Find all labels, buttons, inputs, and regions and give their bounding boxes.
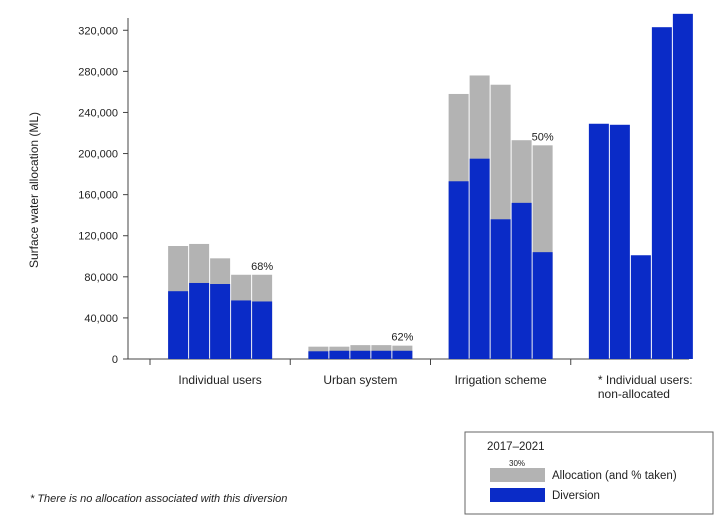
y-tick-label: 0 (112, 354, 118, 366)
category-label: Irrigation scheme (455, 373, 547, 387)
diversion-bar (588, 123, 609, 359)
diversion-bar (231, 300, 252, 359)
diversion-bar (532, 252, 553, 359)
percent-taken-label: 50% (532, 131, 554, 143)
y-axis: 0 40,000 80,000 120,000 160,000 200,000 240,00… (78, 18, 129, 366)
diversion-bar (210, 284, 231, 359)
legend-allocation-swatch (490, 468, 545, 482)
diversion-bar (490, 219, 511, 359)
diversion-bar (448, 181, 469, 359)
legend-diversion-swatch (490, 488, 545, 502)
x-axis: Individual users Urban system Irrigation s… (128, 358, 693, 401)
y-tick-label: 80,000 (84, 272, 118, 284)
percent-taken-label: 62% (391, 332, 413, 344)
diversion-bar (189, 282, 210, 359)
diversion-bar (651, 27, 672, 359)
percent-labels: 68% 62% 50% (251, 131, 554, 343)
y-tick-label: 280,000 (78, 66, 118, 78)
diversion-bar (511, 202, 532, 359)
category-label: non-allocated (598, 387, 670, 401)
diversion-bar (168, 291, 189, 359)
diversion-bar (672, 13, 693, 359)
diversion-bar (630, 255, 651, 359)
diversion-bar (252, 301, 273, 359)
category-label: * Individual users: (598, 373, 693, 387)
legend: 2017–2021 30% Allocation (and % taken) D… (464, 431, 714, 515)
diversion-bar (308, 351, 329, 359)
legend-title: 2017–2021 (487, 441, 545, 453)
diversion-bar (392, 350, 413, 359)
y-tick-label: 200,000 (78, 149, 118, 161)
category-label: Individual users (178, 373, 261, 387)
y-tick-label: 160,000 (78, 190, 118, 202)
diversion-bar (329, 350, 350, 359)
percent-taken-label: 68% (251, 261, 273, 273)
footnote: * There is no allocation associated with… (30, 493, 287, 505)
y-tick-label: 320,000 (78, 25, 118, 37)
y-tick-label: 240,000 (78, 107, 118, 119)
legend-allocation-label: Allocation (and % taken) (552, 470, 677, 482)
legend-diversion-label: Diversion (552, 490, 600, 502)
y-axis-label: Surface water allocation (ML) (27, 112, 41, 268)
diversion-bar (469, 158, 490, 359)
diversion-bar (350, 350, 371, 359)
y-tick-label: 40,000 (84, 313, 118, 325)
y-tick-label: 120,000 (78, 231, 118, 243)
diversion-bar (371, 350, 392, 359)
bars (168, 13, 693, 360)
diversion-bar (609, 124, 630, 359)
legend-sample-percent: 30% (509, 459, 525, 468)
category-label: Urban system (323, 373, 397, 387)
